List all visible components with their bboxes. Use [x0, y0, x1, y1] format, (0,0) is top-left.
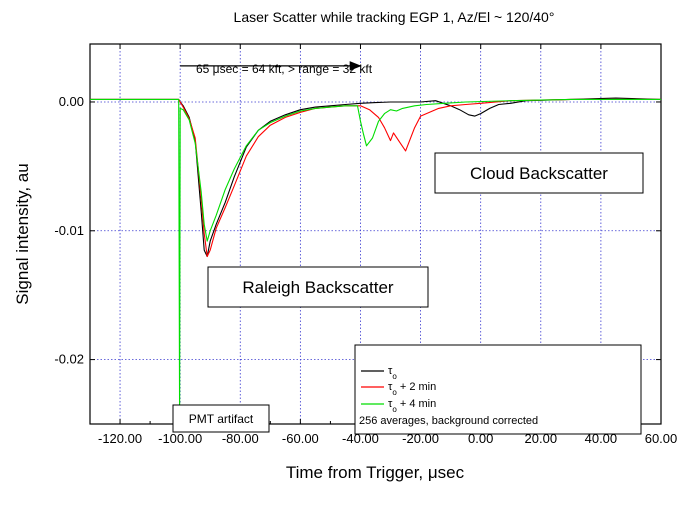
pmt-label: PMT artifact	[189, 412, 254, 426]
series-layer	[90, 97, 662, 425]
y-axis: 0.00 -0.01 -0.02	[54, 94, 661, 367]
y-tick-label: -0.02	[54, 352, 84, 367]
x-tick-label: -40.00	[342, 431, 379, 446]
chart-title: Laser Scatter while tracking EGP 1, Az/E…	[234, 9, 555, 25]
x-tick-label: 40.00	[585, 431, 618, 446]
x-tick-label: -20.00	[402, 431, 439, 446]
x-axis: -120.00 -100.00 -80.00 -60.00 -40.00 -20.00 0.…	[89, 44, 678, 446]
legend-entry-0: τo	[388, 365, 397, 381]
legend-box	[354, 344, 642, 435]
legend-entry-1: τo + 2 min	[388, 381, 436, 397]
x-tick-label: 20.00	[525, 431, 558, 446]
raleigh-label: Raleigh Backscatter	[242, 278, 394, 297]
y-axis-title: Signal intensity, au	[13, 163, 32, 304]
raleigh-label-box	[207, 266, 429, 308]
legend-footer: 256 averages, background corrected	[359, 415, 538, 427]
range-note: 65 μsec = 64 kft, > range = 32 kft	[196, 62, 373, 76]
x-tick-label: -120.00	[98, 431, 142, 446]
x-tick-label: 60.00	[645, 431, 678, 446]
legend-entry-2: τo + 4 min	[388, 398, 436, 414]
y-tick-label: 0.00	[59, 94, 84, 109]
series-line-0	[90, 97, 662, 258]
series-line-2	[90, 98, 661, 425]
x-tick-label: 0.00	[468, 431, 493, 446]
x-tick-label: -60.00	[282, 431, 319, 446]
y-tick-label: -0.01	[54, 223, 84, 238]
pmt-label-box	[172, 404, 270, 433]
x-tick-label: -80.00	[222, 431, 259, 446]
legend: τo τo + 2 min τo + 4 min 256 averages, b…	[354, 344, 642, 435]
x-axis-title: Time from Trigger, μsec	[286, 463, 465, 482]
cloud-label-box	[434, 152, 644, 194]
x-tick-label: -100.00	[158, 431, 202, 446]
cloud-label: Cloud Backscatter	[470, 164, 608, 183]
